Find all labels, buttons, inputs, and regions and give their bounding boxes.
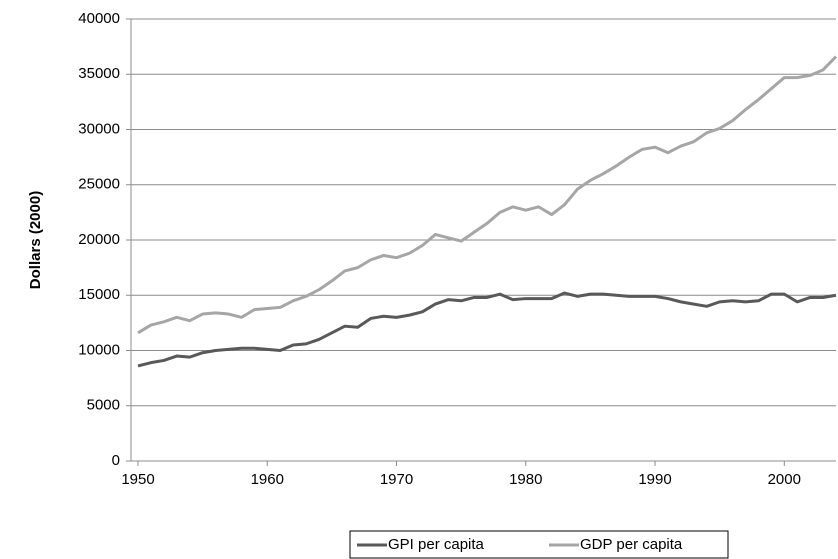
- y-tick-label: 5000: [87, 397, 120, 414]
- x-tick-label: 1950: [121, 471, 154, 488]
- y-tick-label: 0: [112, 452, 120, 469]
- y-tick-label: 20000: [78, 231, 120, 248]
- line-series: [137, 291, 837, 368]
- y-tick-label: 30000: [78, 120, 120, 137]
- x-tick-label: 1960: [251, 471, 284, 488]
- y-axis-label: Dollars (2000): [27, 191, 44, 289]
- line-series: [137, 55, 838, 335]
- legend-box: [349, 530, 729, 559]
- y-tick-label: 35000: [78, 65, 120, 82]
- y-tick-label: 15000: [78, 286, 120, 303]
- y-tick-label: 40000: [78, 10, 120, 27]
- y-tick-label: 10000: [78, 341, 120, 358]
- legend-label: GDP per capita: [580, 536, 683, 553]
- legend-label: GPI per capita: [388, 536, 485, 553]
- y-tick-label: 25000: [78, 176, 120, 193]
- x-tick-label: 2000: [768, 471, 801, 488]
- x-tick-label: 1990: [638, 471, 671, 488]
- x-tick-label: 1980: [509, 471, 542, 488]
- x-tick-label: 1970: [380, 471, 413, 488]
